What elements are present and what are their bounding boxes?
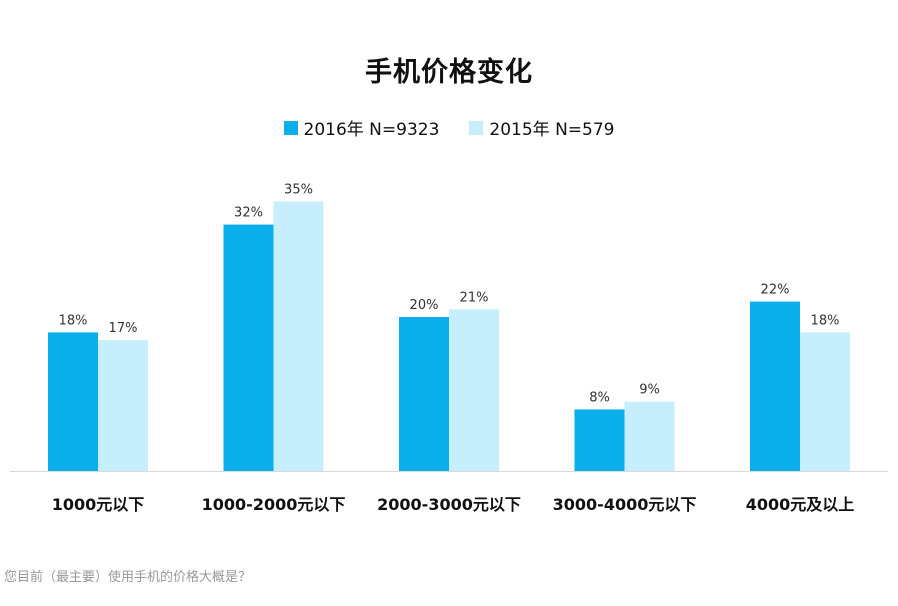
data-label-2015-0: 17% — [109, 321, 138, 336]
data-label-2015-2: 21% — [460, 290, 489, 305]
data-label-2016-2: 20% — [410, 298, 439, 313]
x-tick-label-2: 2000-3000元以下 — [377, 495, 521, 514]
bar-2015-2 — [449, 309, 499, 471]
x-tick-label-0: 1000元以下 — [52, 495, 145, 514]
legend: 2016年 N=9323 2015年 N=579 — [0, 115, 898, 140]
legend-item-2015: 2015年 N=579 — [469, 115, 614, 140]
data-label-2016-0: 18% — [59, 313, 88, 328]
bar-2016-1 — [223, 224, 274, 471]
bar-2015-3 — [624, 401, 675, 471]
data-label-2015-3: 9% — [639, 383, 660, 398]
chart-title: 手机价格变化 — [365, 57, 533, 88]
legend-swatch-2016 — [283, 120, 298, 135]
legend-swatch-2015 — [469, 120, 484, 135]
legend-label-2015: 2015年 N=579 — [489, 120, 615, 140]
bar-2015-1 — [273, 201, 324, 471]
bar-2016-2 — [399, 317, 449, 471]
bar-2015-4 — [800, 332, 850, 471]
footnote: 您目前（最主要）使用手机的价格大概是？ — [4, 570, 252, 585]
legend-label-2016: 2016年 N=9323 — [303, 120, 440, 140]
bar-2016-4 — [750, 301, 800, 471]
data-label-2016-3: 8% — [589, 390, 610, 405]
bar-2015-0 — [98, 340, 148, 471]
x-tick-label-3: 3000-4000元以下 — [553, 495, 697, 514]
data-label-2016-4: 22% — [761, 283, 790, 298]
data-label-2015-1: 35% — [284, 183, 313, 198]
x-tick-label-1: 1000-2000元以下 — [202, 495, 346, 514]
data-label-2016-1: 32% — [234, 206, 263, 221]
x-tick-label-4: 4000元及以上 — [746, 495, 855, 514]
data-label-2015-4: 18% — [811, 313, 840, 328]
bar-2016-3 — [574, 409, 625, 471]
bar-2016-0 — [48, 332, 98, 471]
legend-item-2016: 2016年 N=9323 — [283, 115, 440, 140]
